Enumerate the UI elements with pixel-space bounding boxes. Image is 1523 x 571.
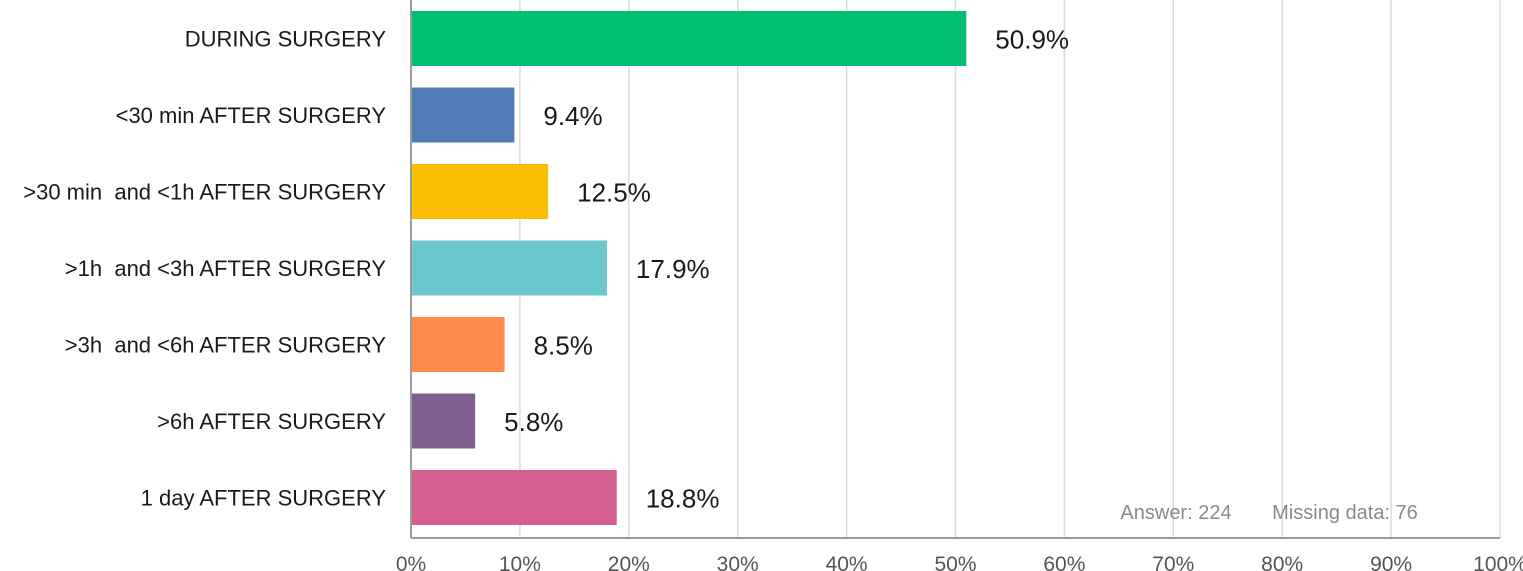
category-label: DURING SURGERY [185, 27, 387, 52]
bars [412, 11, 967, 525]
x-tick-label: 0% [396, 553, 426, 571]
category-label: 1 day AFTER SURGERY [141, 486, 387, 511]
category-label: <30 min AFTER SURGERY [116, 103, 387, 128]
x-tick-label: 60% [1043, 553, 1085, 571]
value-label: 17.9% [636, 254, 710, 284]
value-label: 12.5% [577, 178, 651, 208]
answer-count-note: Answer: 224 [1120, 502, 1231, 524]
value-label: 8.5% [534, 331, 593, 361]
bar [412, 11, 967, 66]
category-label: >1h and <3h AFTER SURGERY [65, 256, 387, 281]
x-tick-label: 20% [608, 553, 650, 571]
x-tick-label: 70% [1152, 553, 1194, 571]
x-tick-label: 80% [1261, 553, 1303, 571]
x-tick-label: 10% [499, 553, 541, 571]
bar [412, 164, 549, 219]
gridlines [410, 0, 1501, 539]
bar [412, 393, 476, 449]
category-label: >3h and <6h AFTER SURGERY [65, 333, 387, 358]
x-tick-label: 40% [826, 553, 868, 571]
value-label: 5.8% [504, 407, 563, 437]
bar [412, 87, 515, 143]
value-label: 18.8% [646, 484, 720, 514]
bar [412, 317, 505, 372]
x-tick-label: 50% [934, 553, 976, 571]
x-tick-label: 90% [1370, 553, 1412, 571]
value-label: 9.4% [543, 101, 602, 131]
value-label: 50.9% [995, 25, 1069, 55]
bar [412, 470, 617, 525]
category-label: >6h AFTER SURGERY [157, 409, 386, 434]
bar [412, 240, 607, 296]
x-tick-label: 100% [1473, 553, 1523, 571]
category-label: >30 min and <1h AFTER SURGERY [23, 180, 386, 205]
labels: 0% 10% 20% 30% 40% 50% 60% 70% 80% 90% 100% DURING … [23, 25, 1523, 571]
x-tick-label: 30% [717, 553, 759, 571]
missing-data-note: Missing data: 76 [1272, 502, 1418, 524]
